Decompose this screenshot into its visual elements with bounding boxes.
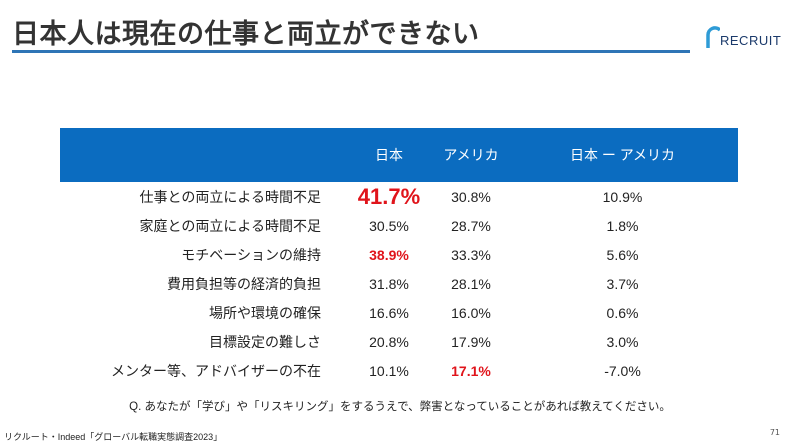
usa-value: 28.7%	[451, 217, 491, 234]
logo-text: RECRUIT	[720, 33, 782, 48]
table-row: 費用負担等の経済的負担 31.8% 28.1% 3.7%	[60, 269, 738, 298]
header-diff: 日本 ー アメリカ	[569, 147, 676, 163]
row-label: 費用負担等の経済的負担	[167, 275, 321, 292]
row-label: 目標設定の難しさ	[209, 333, 321, 350]
japan-value: 41.7%	[357, 183, 421, 209]
row-label: モチベーションの維持	[181, 246, 321, 263]
header-usa: アメリカ	[443, 147, 499, 163]
title-underline	[12, 50, 690, 53]
japan-value: 16.6%	[369, 304, 409, 321]
japan-value: 38.9%	[369, 246, 409, 263]
diff-value: 10.9%	[602, 188, 643, 205]
page-number: 71	[769, 428, 780, 437]
comparison-table: 日本 アメリカ 日本 ー アメリカ 仕事との両立による時間不足 41.7% 30.8…	[60, 128, 738, 385]
table-row: メンター等、アドバイザーの不在 10.1% 17.1% -7.0%	[60, 356, 738, 385]
diff-value: 0.6%	[606, 304, 639, 321]
usa-value: 28.1%	[451, 275, 491, 292]
diff-value: -7.0%	[604, 362, 641, 379]
table-row: 場所や環境の確保 16.6% 16.0% 0.6%	[60, 298, 738, 327]
diff-value: 3.7%	[606, 275, 639, 292]
logo-mark-icon	[706, 26, 720, 48]
usa-value: 30.8%	[451, 188, 491, 205]
usa-value: 16.0%	[451, 304, 491, 321]
slide-title: 日本人は現在の仕事と両立ができない	[12, 19, 480, 50]
table-row: 家庭との両立による時間不足 30.5% 28.7% 1.8%	[60, 211, 738, 240]
usa-value: 33.3%	[451, 246, 491, 263]
table-row: 仕事との両立による時間不足 41.7% 30.8% 10.9%	[60, 182, 738, 211]
row-label: 仕事との両立による時間不足	[139, 188, 321, 205]
table-row: 目標設定の難しさ 20.8% 17.9% 3.0%	[60, 327, 738, 356]
table-header: 日本 アメリカ 日本 ー アメリカ	[60, 128, 738, 182]
diff-value: 5.6%	[606, 246, 639, 263]
usa-value: 17.9%	[451, 333, 491, 350]
header-japan: 日本	[375, 147, 403, 163]
source-note: リクルート・Indeed「グローバル転職実態調査2023」	[4, 432, 223, 442]
japan-value: 10.1%	[369, 362, 409, 379]
row-label: メンター等、アドバイザーの不在	[111, 362, 321, 379]
survey-question: Q. あなたが「学び」や「リスキリング」をするうえで、弊害となっていることがあれ…	[129, 401, 671, 413]
recruit-logo: RECRUIT	[706, 26, 781, 48]
row-label: 場所や環境の確保	[209, 304, 321, 321]
row-label: 家庭との両立による時間不足	[139, 217, 321, 234]
table-row: モチベーションの維持 38.9% 33.3% 5.6%	[60, 240, 738, 269]
diff-value: 1.8%	[606, 217, 639, 234]
diff-value: 3.0%	[606, 333, 639, 350]
usa-value: 17.1%	[451, 362, 491, 379]
japan-value: 30.5%	[369, 217, 409, 234]
header-blank	[60, 128, 343, 182]
japan-value: 20.8%	[369, 333, 409, 350]
japan-value: 31.8%	[369, 275, 409, 292]
